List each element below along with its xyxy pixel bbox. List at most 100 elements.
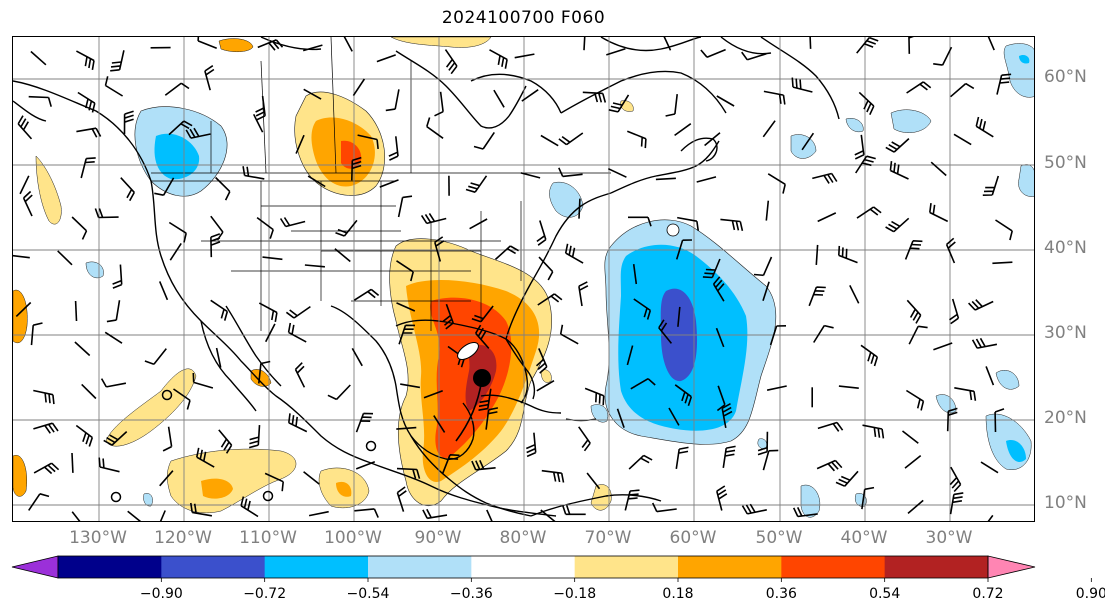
wind-barb bbox=[541, 469, 565, 483]
wind-barb bbox=[716, 95, 735, 107]
colorbar-tick-label: 0.72 bbox=[972, 586, 1004, 602]
wind-barb bbox=[762, 281, 770, 301]
wind-barb bbox=[77, 91, 96, 113]
wind-barb bbox=[953, 133, 972, 146]
wind-barb bbox=[949, 492, 964, 515]
figure-title: 2024100700 F060 bbox=[441, 8, 606, 28]
wind-barb bbox=[400, 383, 421, 389]
wind-barb bbox=[110, 50, 125, 72]
wind-barb bbox=[334, 248, 351, 263]
wind-barb bbox=[809, 37, 812, 49]
wind-barb bbox=[856, 206, 882, 219]
colorbar-frame bbox=[57, 555, 989, 579]
wind-barb bbox=[240, 496, 259, 518]
wind-barb bbox=[252, 113, 264, 133]
colorbar-segment bbox=[264, 556, 369, 578]
wind-barb bbox=[536, 380, 555, 392]
wind-barb bbox=[808, 286, 826, 307]
wind-barb bbox=[19, 175, 30, 195]
wind-barb bbox=[33, 422, 59, 434]
wind-barb bbox=[753, 256, 773, 277]
wind-barb bbox=[907, 499, 924, 515]
wind-barb bbox=[860, 344, 879, 367]
wind-barb bbox=[422, 508, 448, 520]
wind-barb bbox=[700, 48, 726, 58]
colorbar-tick-label: −0.90 bbox=[139, 586, 183, 602]
wind-barb bbox=[674, 384, 693, 406]
wind-barb bbox=[33, 389, 55, 405]
storm-center-dot bbox=[473, 369, 491, 387]
wind-barb bbox=[256, 216, 274, 239]
colorbar-tick-label: 0.54 bbox=[869, 586, 901, 602]
wind-barb bbox=[343, 37, 353, 52]
lat-label-30n: 30°N bbox=[1044, 323, 1087, 343]
wind-barb bbox=[712, 276, 725, 302]
wind-barb bbox=[197, 37, 217, 50]
wind-barb bbox=[578, 281, 589, 307]
wind-barb bbox=[720, 218, 744, 231]
wind-barb bbox=[608, 94, 630, 113]
wind-barb bbox=[674, 123, 692, 137]
wind-barb bbox=[992, 261, 1013, 265]
wind-barb bbox=[885, 138, 910, 153]
wind-barb bbox=[741, 503, 767, 515]
colorbar-segment bbox=[58, 556, 162, 578]
wind-barb bbox=[668, 407, 680, 426]
coastlines bbox=[13, 37, 840, 517]
lon-label-120w: 120°W bbox=[154, 528, 212, 548]
wind-barb bbox=[815, 244, 819, 265]
wind-barb bbox=[287, 322, 307, 343]
colorbar-tick-label: −0.72 bbox=[243, 586, 287, 602]
wind-barb bbox=[302, 44, 323, 52]
lon-label-60w: 60°W bbox=[669, 528, 717, 548]
wind-barb bbox=[486, 509, 493, 521]
wind-barb bbox=[335, 219, 358, 237]
wind-barb bbox=[264, 472, 284, 492]
lat-label-10n: 10°N bbox=[1044, 493, 1087, 513]
station-marker-icon bbox=[110, 491, 122, 503]
wind-barb bbox=[57, 250, 73, 266]
wind-barb bbox=[242, 166, 265, 180]
colorbar-tick-label: 0.18 bbox=[662, 586, 694, 602]
wind-barb bbox=[716, 485, 728, 511]
wind-barb bbox=[520, 172, 541, 179]
wind-barb bbox=[885, 217, 910, 233]
wind-barb bbox=[813, 324, 834, 343]
wind-barb bbox=[578, 426, 591, 452]
wind-barb bbox=[858, 91, 875, 116]
lon-label-80w: 80°W bbox=[499, 528, 547, 548]
wind-barb bbox=[715, 327, 725, 348]
wind-barb bbox=[478, 388, 492, 411]
wind-barb bbox=[762, 120, 776, 138]
wind-barb bbox=[838, 245, 858, 264]
wind-barb bbox=[908, 325, 928, 345]
wind-barb bbox=[204, 65, 215, 91]
wind-barb bbox=[355, 460, 376, 470]
wind-barb bbox=[933, 46, 953, 66]
wind-barb bbox=[162, 426, 173, 452]
wind-barb bbox=[22, 190, 33, 217]
wind-barb bbox=[258, 302, 278, 323]
wind-barb bbox=[607, 167, 627, 178]
wind-barb bbox=[469, 218, 488, 230]
wind-barb bbox=[355, 412, 374, 433]
lon-label-30w: 30°W bbox=[925, 528, 973, 548]
wind-barb bbox=[120, 177, 135, 202]
wind-barb bbox=[704, 132, 721, 147]
wind-barb bbox=[71, 452, 74, 473]
wind-barb bbox=[471, 305, 494, 323]
wind-barb bbox=[396, 426, 417, 430]
colorbar-segment bbox=[368, 556, 472, 578]
wind-barb bbox=[75, 424, 94, 447]
wind-barb bbox=[535, 348, 548, 374]
wind-barb bbox=[538, 256, 554, 281]
colorbar-tick-label: −0.18 bbox=[553, 586, 597, 602]
wind-barb bbox=[396, 486, 407, 512]
wind-barb bbox=[559, 324, 579, 345]
wind-barb bbox=[98, 457, 120, 473]
wind-barb bbox=[583, 37, 586, 51]
colorbar-segment bbox=[884, 556, 989, 578]
colorbar-tick-label: 0.36 bbox=[765, 586, 797, 602]
wind-barb bbox=[493, 89, 505, 108]
station-marker-icon bbox=[262, 490, 274, 502]
